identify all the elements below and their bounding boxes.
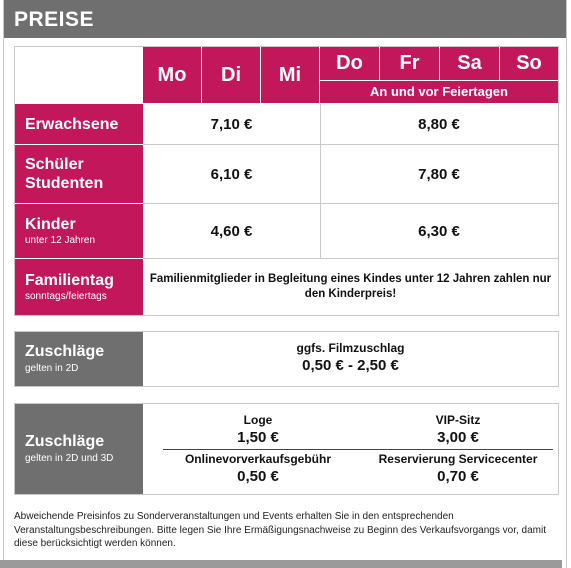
row-label-text: Erwachsene xyxy=(25,115,119,133)
price-kinder-do-so: 6,30 € xyxy=(418,222,460,240)
row-label-familientag: Familientag sonntags/feiertags xyxy=(15,259,143,315)
surcharge-item-title: Loge xyxy=(243,413,273,427)
surcharge-3d-label: Zuschläge gelten in 2D und 3D xyxy=(15,404,143,494)
day-sa: Sa xyxy=(440,47,500,80)
row-label-kinder: Kinder unter 12 Jahren xyxy=(15,204,143,258)
row-label-text: Familientag xyxy=(25,271,114,289)
grid-line xyxy=(15,144,143,145)
holiday-note: An und vor Feiertagen xyxy=(320,80,558,103)
grid-line xyxy=(15,203,143,204)
price-kinder-mo-mi: 4,60 € xyxy=(210,222,253,240)
film-surcharge: ggfs. Filmzuschlag 0,50 € - 2,50 € xyxy=(143,340,558,375)
day-do: Do xyxy=(320,47,380,80)
grid-line xyxy=(143,144,558,145)
film-surcharge-value: 0,50 € - 2,50 € xyxy=(302,357,399,374)
family-text-content: Familienmitglieder in Begleitung eines K… xyxy=(149,273,552,300)
day-di: Di xyxy=(202,47,261,103)
row-label-text-2: Studenten xyxy=(25,175,104,192)
page-title: PREISE xyxy=(14,8,95,31)
day-mo: Mo xyxy=(143,47,202,103)
surcharge-2d-label: Zuschläge gelten in 2D xyxy=(15,332,143,386)
day-mi: Mi xyxy=(261,47,320,103)
price-erwachsene-mo-mi: 7,10 € xyxy=(210,115,253,133)
divider xyxy=(163,449,553,450)
price-schueler-do-so: 7,80 € xyxy=(418,165,460,183)
footer-bar xyxy=(0,560,562,568)
row-label-sub: sonntags/feiertags xyxy=(25,290,107,302)
surcharge-2d-box: Zuschläge gelten in 2D ggfs. Filmzuschla… xyxy=(14,331,559,387)
surcharge-label-sub: gelten in 2D xyxy=(25,363,79,374)
surcharge-item-value: 0,50 € xyxy=(237,468,279,485)
surcharge-item-vip: VIP-Sitz 3,00 € xyxy=(363,412,553,447)
price-erwachsene-do-so: 8,80 € xyxy=(418,115,460,133)
grid-line xyxy=(143,203,558,204)
surcharge-item-reservation: Reservierung Servicecenter 0,70 € xyxy=(363,451,553,486)
surcharge-label-text: Zuschläge xyxy=(25,343,105,360)
surcharge-label-text: Zuschläge xyxy=(25,433,105,450)
price-note: Abweichende Preisinfos zu Sonderveransta… xyxy=(14,511,546,549)
grid-line xyxy=(143,258,558,259)
row-label-schueler: Schüler Studenten xyxy=(15,145,143,203)
grid-line xyxy=(320,104,321,258)
surcharge-item-title: Reservierung Servicecenter xyxy=(378,452,538,466)
row-label-erwachsene: Erwachsene xyxy=(15,104,143,144)
price-panel: PREISE xyxy=(3,0,567,568)
row-label-text: Kinder xyxy=(25,215,76,233)
row-label-sub: unter 12 Jahren xyxy=(25,234,96,246)
surcharge-item-value: 3,00 € xyxy=(437,429,479,446)
grid-line xyxy=(15,258,143,259)
surcharge-item-loge: Loge 1,50 € xyxy=(163,412,353,447)
row-label-text: Schüler xyxy=(25,156,84,173)
panel-header: PREISE xyxy=(4,0,566,38)
price-schueler-mo-mi: 6,10 € xyxy=(210,165,253,183)
family-text: Familienmitglieder in Begleitung eines K… xyxy=(143,259,558,315)
film-surcharge-title: ggfs. Filmzuschlag xyxy=(296,341,405,355)
day-fr: Fr xyxy=(380,47,440,80)
surcharge-3d-box: Zuschläge gelten in 2D und 3D Loge 1,50 … xyxy=(14,403,559,495)
price-table: Mo Di Mi Do Fr Sa So An und vor Feiertag… xyxy=(14,46,559,316)
surcharge-item-online: Onlinevorverkaufsgebühr 0,50 € xyxy=(163,451,353,486)
surcharge-item-value: 1,50 € xyxy=(237,429,279,446)
holiday-note-text: An und vor Feiertagen xyxy=(370,84,508,99)
surcharge-item-value: 0,70 € xyxy=(437,468,479,485)
surcharge-item-title: VIP-Sitz xyxy=(435,413,481,427)
surcharge-label-sub: gelten in 2D und 3D xyxy=(25,453,114,464)
day-so: So xyxy=(500,47,558,80)
surcharge-item-title: Onlinevorverkaufsgebühr xyxy=(184,452,332,466)
